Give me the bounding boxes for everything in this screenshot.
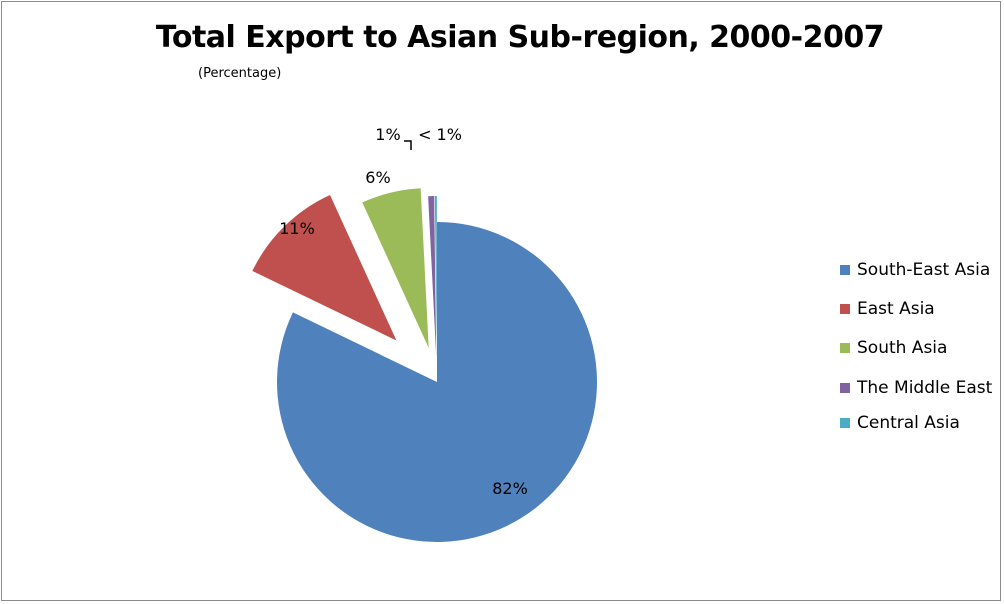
legend-swatch	[840, 343, 850, 353]
data-label-central-asia: < 1%	[418, 125, 462, 144]
legend-swatch	[840, 383, 850, 393]
legend-label: South-East Asia	[857, 260, 991, 280]
data-label-south-east-asia: 82%	[492, 479, 528, 498]
legend-label: East Asia	[857, 299, 935, 319]
chart-title: Total Export to Asian Sub-region, 2000-2…	[155, 20, 885, 55]
legend-swatch	[840, 418, 850, 428]
legend-label: Central Asia	[857, 413, 960, 433]
legend-swatch	[840, 265, 850, 275]
leader-line	[404, 140, 412, 150]
pie-slice-east-asia	[252, 194, 397, 341]
legend-label: The Middle East	[857, 378, 993, 398]
legend-label: South Asia	[857, 338, 948, 358]
pie-slice-south-east-asia	[277, 222, 597, 542]
legend-swatch	[840, 304, 850, 314]
data-label-the-middle-east: 1%	[375, 125, 400, 144]
pie-slice-the-middle-east	[428, 196, 437, 357]
pie-slice-central-asia	[434, 196, 437, 357]
data-label-east-asia: 11%	[279, 219, 315, 238]
chart-subtitle: (Percentage)	[198, 66, 282, 81]
pie-slice-south-asia	[362, 188, 429, 348]
data-label-south-asia: 6%	[365, 168, 390, 187]
